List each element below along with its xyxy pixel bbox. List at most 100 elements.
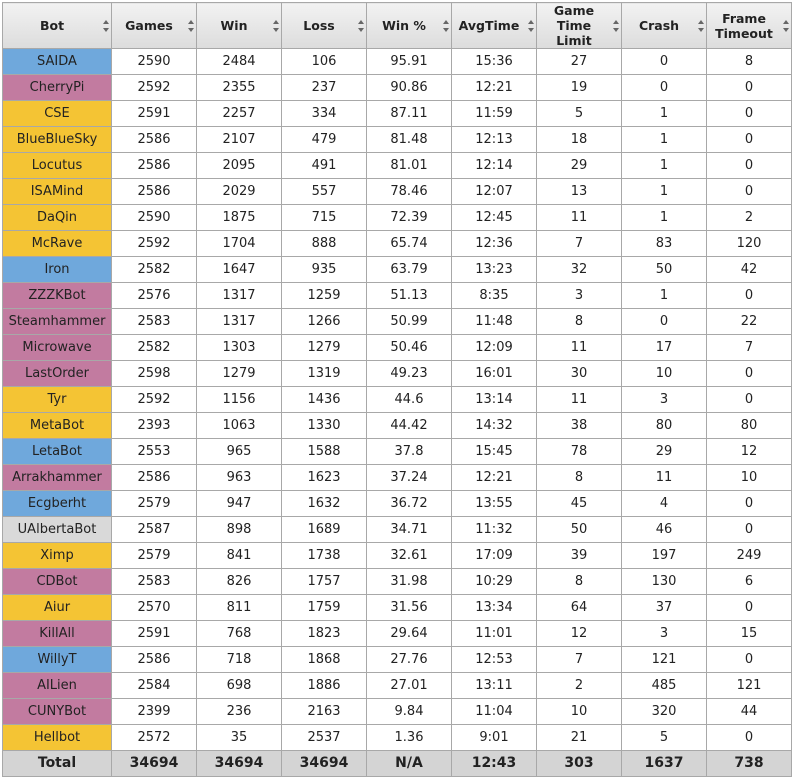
stat-cell: 2570 [111,594,197,621]
bot-name: DaQin [2,204,112,231]
bot-row: SAIDA 2590 2484 106 95.91 15:36 27 0 8 [2,48,792,75]
bot-name: Aiur [2,594,112,621]
bot-row: Ecgberht 2579 947 1632 36.72 13:55 45 4 0 [2,490,792,517]
column-header[interactable]: Win % [366,2,452,49]
stat-cell: 10 [536,698,622,725]
stat-cell: 1823 [281,620,367,647]
stat-cell: 715 [281,204,367,231]
column-header[interactable]: AvgTime [451,2,537,49]
bot-row: LastOrder 2598 1279 1319 49.23 16:01 30 10 0 [2,360,792,387]
bot-row: McRave 2592 1704 888 65.74 12:36 7 83 120 [2,230,792,257]
stat-cell: 1063 [196,412,282,439]
stat-cell: 9.84 [366,698,452,725]
stat-cell: 1757 [281,568,367,595]
stat-cell: 12 [706,438,792,465]
stat-cell: 1317 [196,308,282,335]
bot-row: ZZZKBot 2576 1317 1259 51.13 8:35 3 1 0 [2,282,792,309]
column-header[interactable]: Frame Timeout [706,2,792,49]
stat-cell: 0 [706,724,792,751]
stat-cell: 72.39 [366,204,452,231]
stat-cell: 12:36 [451,230,537,257]
stat-cell: 38 [536,412,622,439]
stat-cell: 12:21 [451,74,537,101]
stat-cell: 3 [621,386,707,413]
bot-row: Arrakhammer 2586 963 1623 37.24 12:21 8 11 10 [2,464,792,491]
stat-cell: 11:01 [451,620,537,647]
stat-cell: 1 [621,152,707,179]
stat-cell: 42 [706,256,792,283]
stat-cell: 12:13 [451,126,537,153]
stat-cell: 29 [621,438,707,465]
bot-name: UAlbertaBot [2,516,112,543]
bot-row: WillyT 2586 718 1868 27.76 12:53 7 121 0 [2,646,792,673]
total-cell: 303 [536,750,622,777]
stat-cell: 29.64 [366,620,452,647]
header-label: Frame Timeout [715,10,773,41]
stat-cell: 39 [536,542,622,569]
stat-cell: 2029 [196,178,282,205]
stat-cell: 17 [621,334,707,361]
stat-cell: 0 [706,178,792,205]
stat-cell: 479 [281,126,367,153]
stat-cell: 2598 [111,360,197,387]
bot-row: MetaBot 2393 1063 1330 44.42 14:32 38 80 80 [2,412,792,439]
bot-name: Iron [2,256,112,283]
stat-cell: 2095 [196,152,282,179]
column-header[interactable]: Loss [281,2,367,49]
stat-cell: 31.98 [366,568,452,595]
stat-cell: 19 [536,74,622,101]
stat-cell: 13:14 [451,386,537,413]
stat-cell: 8 [536,568,622,595]
column-header[interactable]: Crash [621,2,707,49]
stat-cell: 1156 [196,386,282,413]
stat-cell: 718 [196,646,282,673]
bot-name: CSE [2,100,112,127]
stat-cell: 13 [536,178,622,205]
stat-cell: 2592 [111,230,197,257]
stat-cell: 935 [281,256,367,283]
stat-cell: 87.11 [366,100,452,127]
stat-cell: 13:34 [451,594,537,621]
bot-row: Iron 2582 1647 935 63.79 13:23 32 50 42 [2,256,792,283]
stat-cell: 2590 [111,48,197,75]
stat-cell: 3 [621,620,707,647]
stat-cell: 12:07 [451,178,537,205]
column-header[interactable]: Bot [2,2,112,49]
header-label: Loss [303,18,335,33]
stat-cell: 841 [196,542,282,569]
stat-cell: 888 [281,230,367,257]
stat-cell: 27 [536,48,622,75]
stat-cell: 236 [196,698,282,725]
stat-cell: 7 [536,230,622,257]
bot-name: SAIDA [2,48,112,75]
stat-cell: 13:55 [451,490,537,517]
stat-cell: 0 [621,74,707,101]
stat-cell: 768 [196,620,282,647]
column-header[interactable]: Game Time Limit [536,2,622,49]
stat-cell: 2 [536,672,622,699]
stat-cell: 1875 [196,204,282,231]
stat-cell: 0 [706,100,792,127]
stat-cell: 1647 [196,256,282,283]
stat-cell: 10 [706,464,792,491]
column-header[interactable]: Games [111,2,197,49]
column-header[interactable]: Win [196,2,282,49]
bot-row: AILien 2584 698 1886 27.01 13:11 2 485 121 [2,672,792,699]
bot-row: Ximp 2579 841 1738 32.61 17:09 39 197 249 [2,542,792,569]
header-label: AvgTime [458,18,520,33]
stat-cell: 9:01 [451,724,537,751]
stat-cell: 2537 [281,724,367,751]
stat-cell: 27.01 [366,672,452,699]
stat-cell: 6 [706,568,792,595]
stat-cell: 95.91 [366,48,452,75]
stat-cell: 12:53 [451,646,537,673]
stat-cell: 1632 [281,490,367,517]
stat-cell: 0 [621,48,707,75]
stat-cell: 7 [536,646,622,673]
stat-cell: 2587 [111,516,197,543]
stat-cell: 2572 [111,724,197,751]
stat-cell: 826 [196,568,282,595]
stat-cell: 50 [621,256,707,283]
stat-cell: 2582 [111,334,197,361]
stat-cell: 130 [621,568,707,595]
